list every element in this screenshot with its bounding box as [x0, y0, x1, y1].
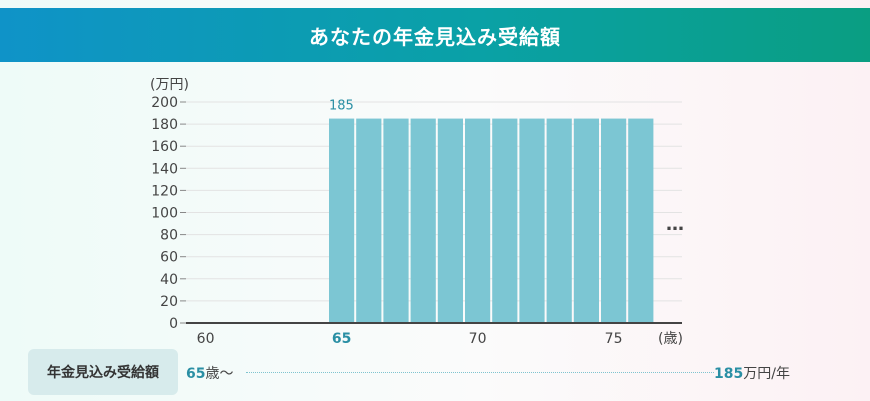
bar-age-65 — [329, 118, 355, 323]
y-tick-label-120: 120 — [151, 183, 178, 199]
data-label-185: 185 — [329, 99, 354, 114]
y-tick-label-80: 80 — [160, 228, 178, 244]
y-tick-label-140: 140 — [151, 161, 178, 177]
summary-amount: 185万円/年 — [714, 363, 790, 383]
y-axis-unit: (万円) — [150, 77, 189, 93]
amount-value: 185 — [714, 366, 744, 382]
y-tick-label-40: 40 — [160, 272, 178, 288]
bar-age-74 — [573, 118, 599, 323]
y-tick-label-60: 60 — [160, 250, 178, 266]
x-tick-label-65: 65 — [332, 331, 351, 347]
bar-age-75 — [601, 118, 627, 323]
x-tick-label-60: 60 — [197, 331, 215, 347]
bar-age-69 — [437, 118, 463, 323]
bar-age-70 — [465, 118, 491, 323]
x-tick-label-75: 75 — [605, 331, 623, 347]
bar-age-67 — [383, 118, 409, 323]
y-tick-label-20: 20 — [160, 294, 178, 310]
bar-age-68 — [410, 118, 436, 323]
bar-age-71 — [492, 118, 518, 323]
bar-age-76 — [628, 118, 654, 323]
start-age-suffix: 歳〜 — [205, 366, 234, 382]
summary-label: 年金見込み受給額 — [28, 349, 178, 395]
y-tick-label-160: 160 — [151, 139, 178, 155]
amount-unit: 万円/年 — [743, 366, 790, 382]
x-tick-label-70: 70 — [469, 331, 487, 347]
summary-start-age: 65歳〜 — [186, 363, 233, 383]
continuation-ellipsis: … — [666, 214, 684, 235]
start-age-value: 65 — [186, 366, 206, 382]
y-tick-label-200: 200 — [151, 95, 178, 111]
header-banner: あなたの年金見込み受給額 — [0, 8, 870, 62]
bar-age-73 — [546, 118, 572, 323]
summary-row: 年金見込み受給額 65歳〜 185万円/年 — [28, 349, 828, 397]
bar-age-72 — [519, 118, 545, 323]
page-title: あなたの年金見込み受給額 — [309, 24, 561, 49]
y-tick-label-100: 100 — [151, 206, 178, 222]
pension-chart: 0 20 40 60 80 100 120 140 160 180 200 (万円) 185 60 65 70… — [0, 62, 870, 352]
bar-age-66 — [356, 118, 382, 323]
y-tick-label-180: 180 — [151, 117, 178, 133]
summary-dotted-line — [246, 372, 714, 373]
y-tick-label-0: 0 — [169, 316, 178, 332]
x-axis-unit: (歳) — [658, 331, 683, 347]
pension-bar-chart: 0 20 40 60 80 100 120 140 160 180 200 (万円) 185 60 65 70… — [150, 77, 684, 347]
